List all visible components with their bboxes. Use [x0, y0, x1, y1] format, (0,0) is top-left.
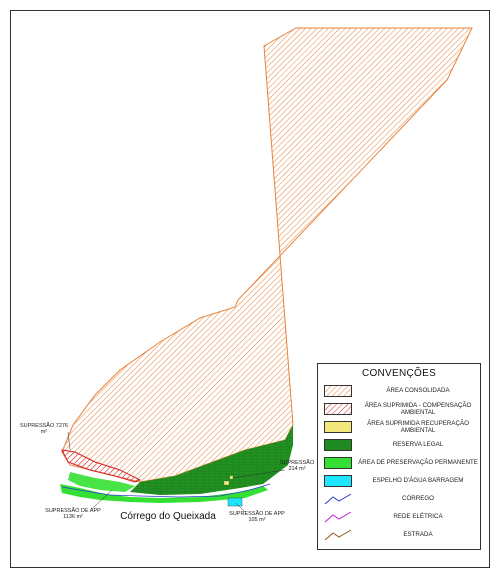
road-line-icon: [324, 528, 352, 542]
creek-line: [61, 483, 271, 498]
leader-app-left: [91, 489, 113, 510]
supressao-app-left-label: SUPRESSÃO DE APP 1136 m²: [45, 508, 101, 521]
legend-item-compensation: ÁREA SUPRIMIDA - COMPENSAÇÃO AMBIENTAL: [318, 400, 480, 418]
leader-app-right: [235, 502, 246, 513]
legend-item-power: REDE ELÉTRICA: [318, 508, 480, 526]
recovery-area-small: [230, 476, 233, 479]
cyan-swatch: [324, 475, 352, 487]
legend-item-recovery: ÁREA SUPRIMIDA RECUPERAÇÃO AMBIENTAL: [318, 418, 480, 436]
legend-title: CONVENÇÕES: [361, 368, 437, 379]
recovery-area: [223, 480, 230, 486]
leader-left: [67, 431, 71, 451]
legal-reserve-texture: [130, 425, 293, 495]
compensation-area: [61, 449, 142, 483]
green-swatch: [324, 457, 352, 469]
creek-line-icon: [324, 492, 352, 506]
creek-name: Córrego do Queixada: [120, 511, 216, 522]
legend-label: ESPELHO D'ÁGUA BARRAGEM: [372, 477, 464, 485]
app-area-inner: [68, 472, 135, 492]
legend-item-water: ESPELHO D'ÁGUA BARRAGEM: [318, 472, 480, 490]
leader-right: [231, 469, 286, 479]
hatch-orange-swatch: [324, 385, 352, 397]
supressao-left-label: SUPRESSÃO 7276 m²: [20, 423, 68, 436]
legend-item-reserve: RESERVA LEGAL: [318, 436, 480, 454]
hatch-red-swatch: [324, 403, 352, 415]
legend-label: REDE ELÉTRICA: [393, 513, 443, 521]
power-line-icon: [324, 510, 352, 524]
legend-label: ÁREA SUPRIMIDA - COMPENSAÇÃO AMBIENTAL: [364, 401, 472, 416]
legend-label: ÁREA CONSOLIDADA: [386, 387, 450, 395]
legend-item-creek: CÓRREGO: [318, 490, 480, 508]
water-mirror: [227, 497, 243, 507]
supressao-right-label: SUPRESSÃO 214 m²: [279, 460, 315, 473]
legend-label: ESTRADA: [403, 531, 433, 539]
dark-green-swatch: [324, 439, 352, 451]
app-area: [60, 484, 268, 503]
legend: CONVENÇÕES ÁREA CONSOLIDADA ÁREA SUPRIMI…: [317, 363, 481, 550]
legend-label: ÁREA DE PRESERVAÇÃO PERMANENTE: [358, 459, 478, 467]
legend-item-road: ESTRADA: [318, 526, 480, 544]
legend-item-consolidated: ÁREA CONSOLIDADA: [318, 382, 480, 400]
legend-label: CÓRREGO: [402, 495, 434, 503]
yellow-swatch: [324, 421, 352, 433]
supressao-app-right-label: SUPRESSÃO DE APP 105 m²: [229, 511, 285, 524]
legend-label: ÁREA SUPRIMIDA RECUPERAÇÃO AMBIENTAL: [367, 419, 469, 434]
map-frame: [10, 10, 490, 568]
legend-item-app: ÁREA DE PRESERVAÇÃO PERMANENTE: [318, 454, 480, 472]
legend-label: RESERVA LEGAL: [392, 441, 444, 449]
